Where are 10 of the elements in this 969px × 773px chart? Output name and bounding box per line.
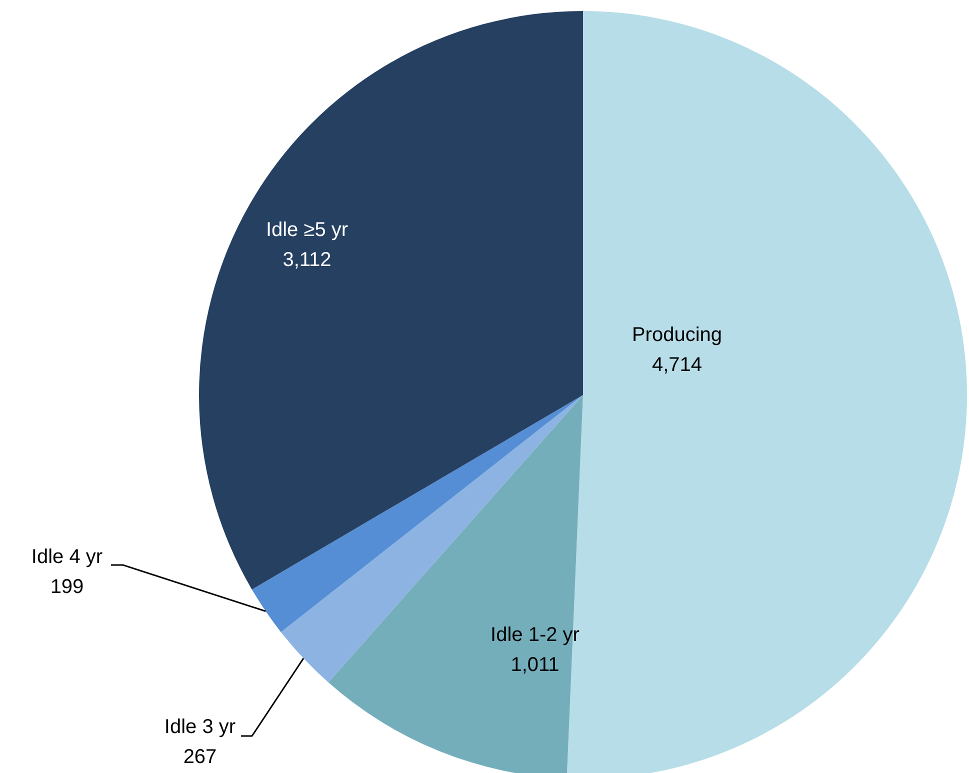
slice-label: Idle 3 yr: [164, 716, 236, 738]
data-label: 199: [50, 576, 84, 598]
data-label: 4,714: [652, 354, 702, 376]
data-label: 1,011: [510, 654, 560, 676]
slice-label: Idle 4 yr: [31, 546, 103, 568]
slice-label: Producing: [632, 324, 722, 346]
slice-label: Idle 1-2 yr: [490, 624, 580, 646]
slice-label: Idle ≥5 yr: [266, 219, 348, 241]
data-label: 3,112: [282, 249, 332, 271]
data-label: 267: [183, 746, 217, 768]
